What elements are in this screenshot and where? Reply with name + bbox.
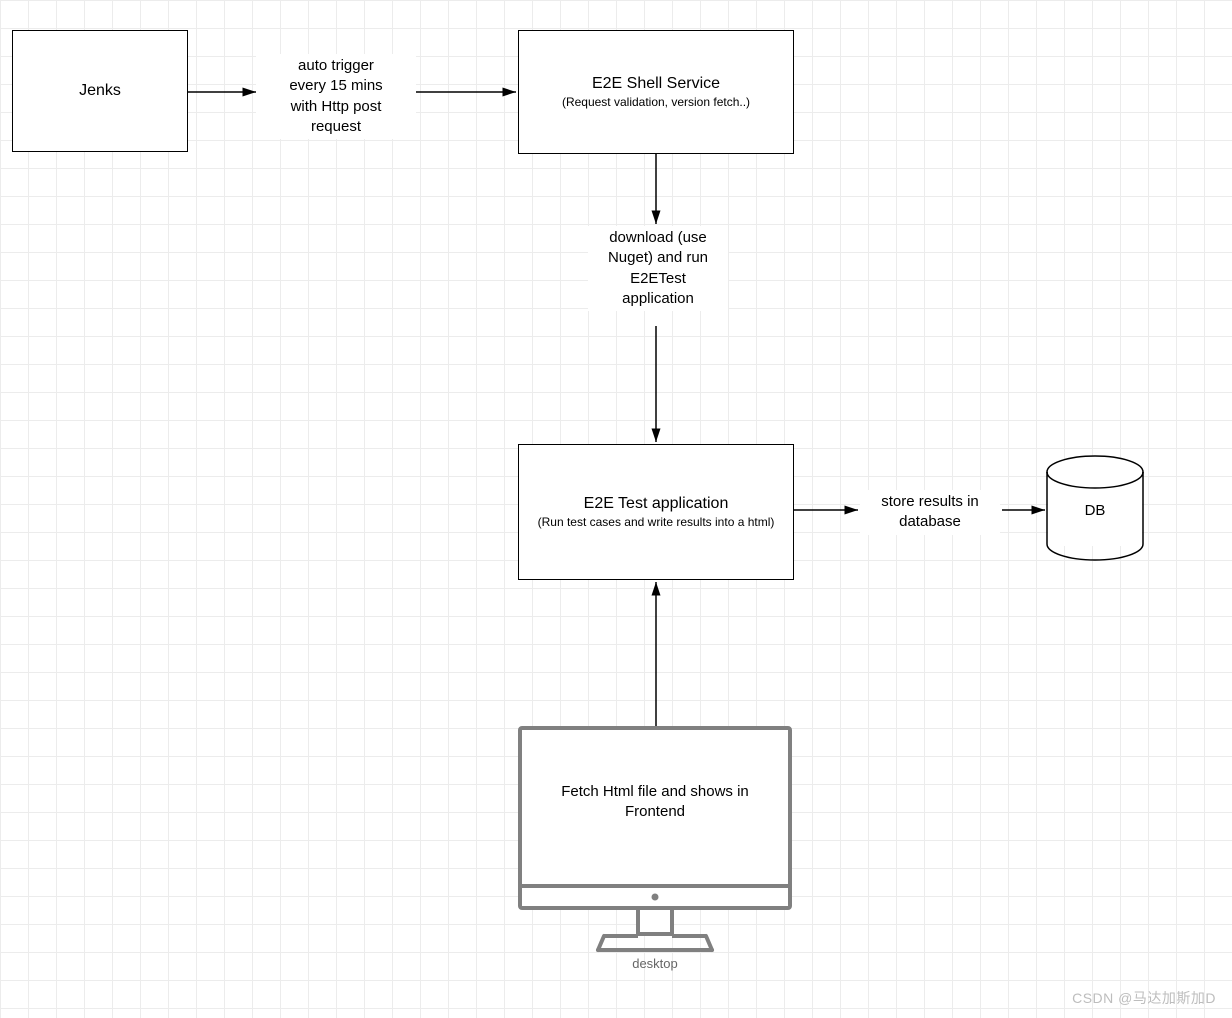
edge-label-testapp-db: store results indatabase xyxy=(860,490,1000,535)
desktop-text: Fetch Html file and shows in Frontend xyxy=(545,782,765,823)
test-app-title: E2E Test application xyxy=(584,494,729,515)
jenks-node: Jenks xyxy=(12,30,188,152)
watermark: CSDN @马达加斯加D xyxy=(1072,988,1216,1008)
jenks-label: Jenks xyxy=(79,81,121,102)
test-app-subtitle: (Run test cases and write results into a… xyxy=(538,515,775,531)
shell-service-title: E2E Shell Service xyxy=(592,74,720,95)
desktop-caption: desktop xyxy=(520,956,790,971)
db-label: DB xyxy=(1070,502,1120,519)
shell-service-subtitle: (Request validation, version fetch..) xyxy=(562,95,750,111)
edge-label-jenks-shell: auto triggerevery 15 minswith Http postr… xyxy=(256,54,416,139)
shell-service-node: E2E Shell Service (Request validation, v… xyxy=(518,30,794,154)
test-app-node: E2E Test application (Run test cases and… xyxy=(518,444,794,580)
edge-label-shell-testapp: download (useNuget) and runE2ETestapplic… xyxy=(588,226,728,311)
